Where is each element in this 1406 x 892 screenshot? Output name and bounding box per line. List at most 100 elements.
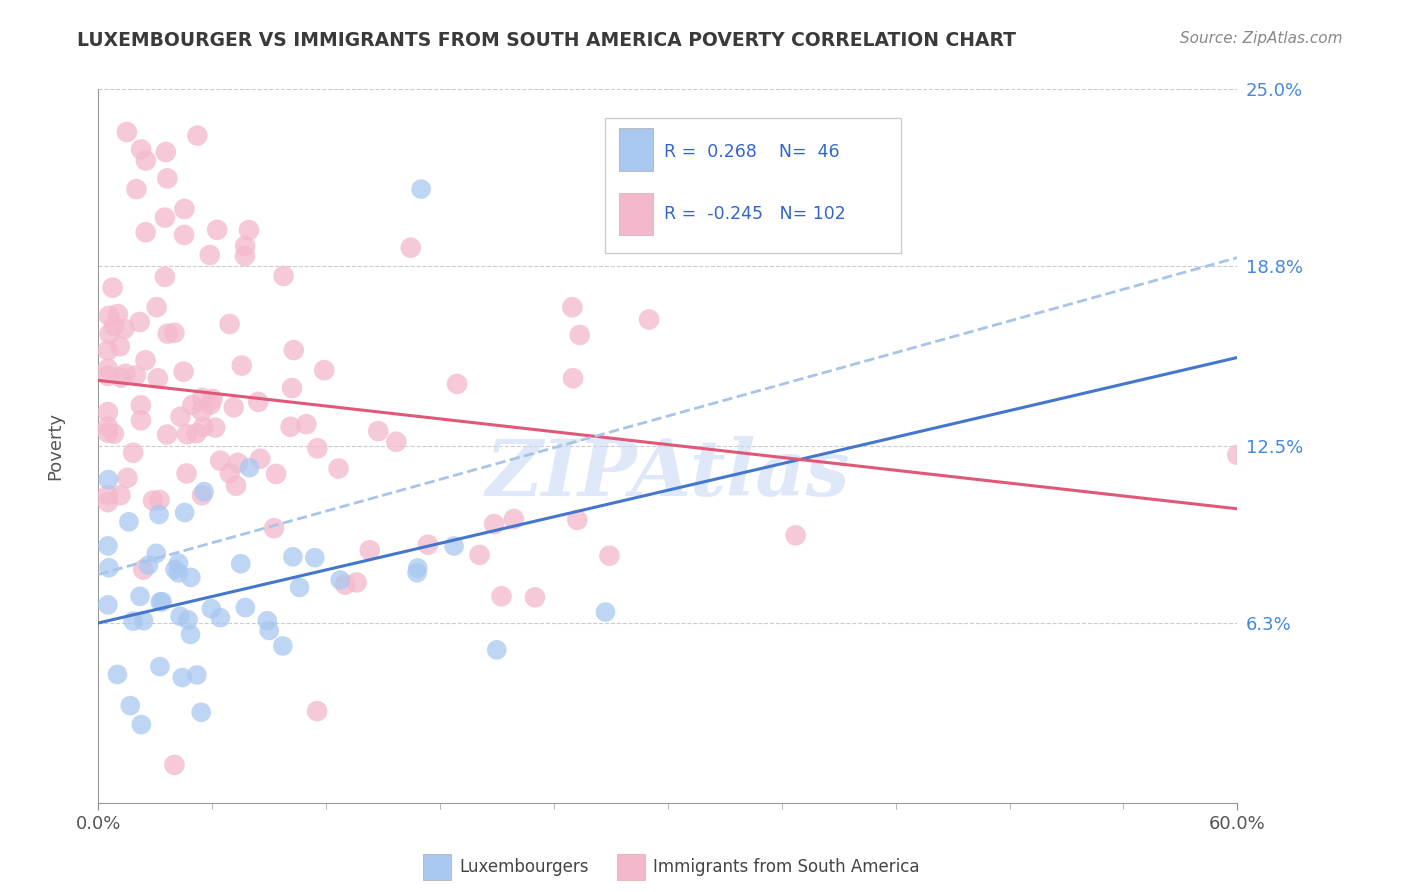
Point xyxy=(567,513,589,527)
Point xyxy=(225,479,247,493)
Point xyxy=(186,128,208,143)
Point xyxy=(193,419,215,434)
Point xyxy=(107,307,129,321)
Point xyxy=(295,417,318,432)
Point xyxy=(288,581,311,595)
Point xyxy=(359,543,381,558)
Point xyxy=(226,456,249,470)
FancyBboxPatch shape xyxy=(605,118,901,253)
Point xyxy=(204,420,226,434)
Point xyxy=(307,704,329,718)
Point xyxy=(179,627,201,641)
Point xyxy=(135,353,157,368)
Point xyxy=(114,367,136,381)
Point xyxy=(443,539,465,553)
Point xyxy=(1226,448,1249,462)
Point xyxy=(595,605,617,619)
Point xyxy=(491,589,513,603)
Point xyxy=(122,446,145,460)
Point xyxy=(169,409,191,424)
Point xyxy=(198,248,221,262)
Point xyxy=(222,401,245,415)
Point xyxy=(638,312,661,326)
Point xyxy=(367,424,389,438)
Point xyxy=(150,595,173,609)
Point xyxy=(153,211,176,225)
Point xyxy=(411,182,433,196)
Point xyxy=(97,361,120,376)
Point xyxy=(169,609,191,624)
Point xyxy=(132,563,155,577)
Bar xyxy=(617,855,645,880)
Point xyxy=(132,614,155,628)
Point xyxy=(129,413,152,427)
Point xyxy=(523,591,546,605)
Point xyxy=(98,309,121,323)
Point xyxy=(200,601,222,615)
Point xyxy=(146,371,169,385)
Text: LUXEMBOURGER VS IMMIGRANTS FROM SOUTH AMERICA POVERTY CORRELATION CHART: LUXEMBOURGER VS IMMIGRANTS FROM SOUTH AM… xyxy=(77,31,1017,50)
Point xyxy=(307,442,329,456)
Text: Source: ZipAtlas.com: Source: ZipAtlas.com xyxy=(1180,31,1343,46)
Point xyxy=(156,171,179,186)
Point xyxy=(148,492,170,507)
Point xyxy=(172,671,194,685)
Point xyxy=(271,639,294,653)
Point xyxy=(233,249,256,263)
Point xyxy=(190,705,212,719)
Point xyxy=(176,427,198,442)
Point xyxy=(145,546,167,560)
Point xyxy=(231,359,253,373)
Point xyxy=(118,515,141,529)
Point xyxy=(97,539,120,553)
Text: R =  -0.245   N= 102: R = -0.245 N= 102 xyxy=(665,205,846,223)
Point xyxy=(281,381,304,395)
Point xyxy=(156,427,179,442)
Bar xyxy=(619,193,652,235)
Point xyxy=(191,404,214,418)
Point xyxy=(598,549,620,563)
Bar xyxy=(619,128,652,171)
Point xyxy=(281,549,304,564)
Point xyxy=(97,368,120,383)
Point xyxy=(173,365,195,379)
Point xyxy=(156,326,179,341)
Point xyxy=(131,717,153,731)
Point xyxy=(191,391,214,405)
Point xyxy=(186,668,208,682)
Point xyxy=(112,322,135,336)
Point xyxy=(115,125,138,139)
Point xyxy=(135,225,157,239)
Point xyxy=(103,426,125,441)
Point xyxy=(155,145,177,159)
Point xyxy=(103,319,125,334)
Point xyxy=(149,595,172,609)
Point xyxy=(101,280,124,294)
Point xyxy=(346,575,368,590)
Point xyxy=(129,142,152,156)
Point xyxy=(304,550,326,565)
Text: Luxembourgers: Luxembourgers xyxy=(460,858,589,876)
Point xyxy=(264,467,287,481)
Point xyxy=(314,363,336,377)
Point xyxy=(218,467,240,481)
Point xyxy=(561,300,583,314)
Point xyxy=(97,425,120,440)
Point xyxy=(238,460,260,475)
Point xyxy=(186,426,208,441)
Point xyxy=(233,239,256,253)
Point xyxy=(129,398,152,412)
Point xyxy=(120,698,142,713)
Point xyxy=(129,590,152,604)
Point xyxy=(280,419,302,434)
Point xyxy=(249,451,271,466)
Text: ZIPAtlas: ZIPAtlas xyxy=(485,436,851,513)
Point xyxy=(98,560,121,574)
Point xyxy=(205,223,228,237)
Point xyxy=(153,269,176,284)
Point xyxy=(238,223,260,237)
Point xyxy=(110,488,132,502)
Point xyxy=(97,495,120,509)
Point xyxy=(145,300,167,314)
Point xyxy=(98,326,121,341)
